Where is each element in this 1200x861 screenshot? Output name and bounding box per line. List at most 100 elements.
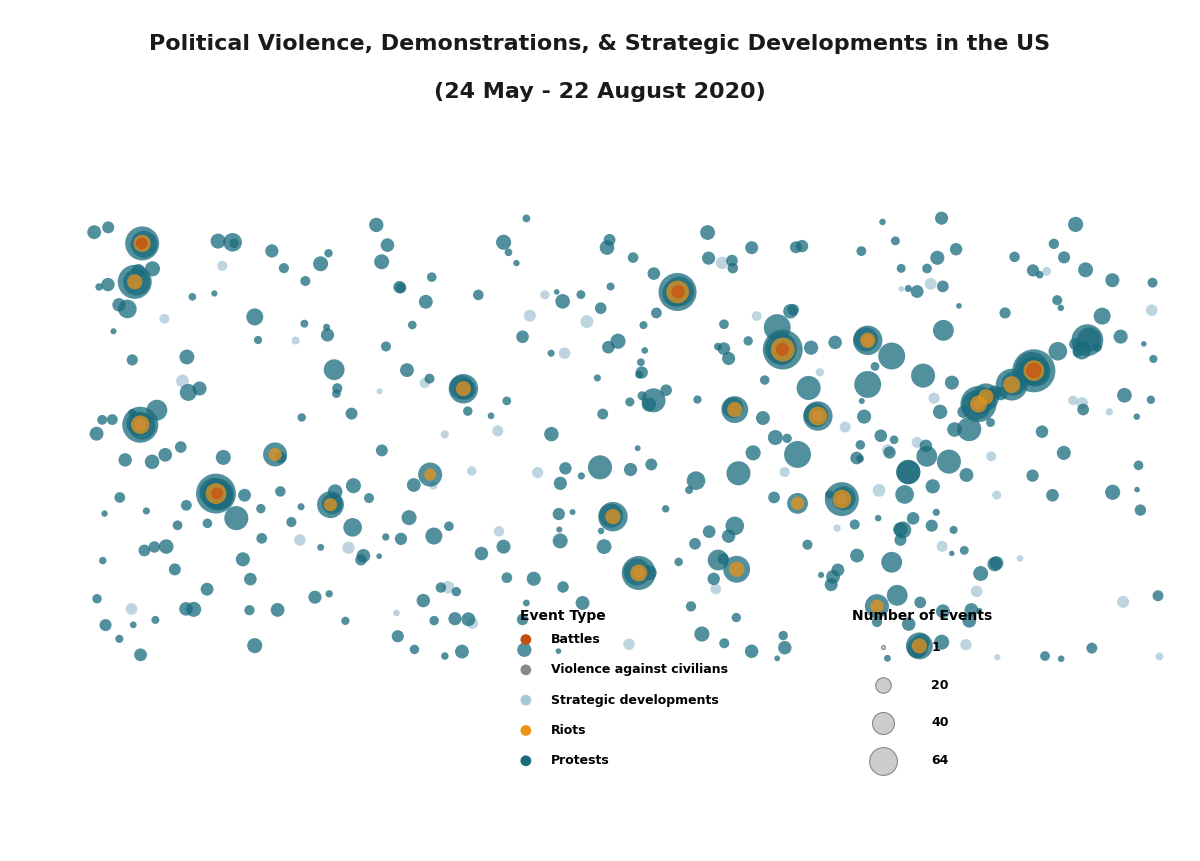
Point	[823, 570, 842, 584]
Point	[391, 281, 410, 294]
Point	[878, 443, 898, 457]
Point	[275, 261, 294, 275]
Point	[828, 521, 847, 535]
Point	[431, 580, 450, 594]
Text: Battles: Battles	[551, 633, 600, 646]
Point	[245, 310, 264, 324]
Point	[1051, 652, 1070, 666]
Point	[907, 436, 926, 449]
Point	[1073, 396, 1092, 410]
Point	[263, 244, 282, 257]
Point	[811, 568, 830, 582]
Point	[784, 303, 803, 317]
Point	[934, 324, 953, 338]
Point	[899, 465, 918, 479]
Point	[550, 507, 569, 521]
Text: Strategic developments: Strategic developments	[551, 694, 719, 707]
Point	[858, 378, 877, 392]
Point	[980, 416, 1000, 430]
Point	[420, 468, 439, 481]
Point	[178, 350, 197, 364]
Point	[436, 428, 455, 442]
Point	[472, 547, 491, 561]
Point	[1092, 309, 1111, 323]
Point	[481, 409, 500, 423]
Point	[778, 431, 797, 445]
Point	[240, 604, 259, 617]
Point	[985, 557, 1004, 571]
Point	[910, 639, 929, 653]
Point	[930, 405, 949, 418]
Point	[110, 491, 130, 505]
Point	[1022, 362, 1042, 376]
Text: 20: 20	[931, 678, 949, 691]
Point	[874, 754, 893, 768]
Point	[890, 533, 910, 547]
Point	[852, 245, 871, 258]
Point	[1024, 263, 1043, 277]
Point	[918, 262, 937, 276]
Point	[124, 618, 143, 632]
Point	[907, 285, 926, 299]
Point	[551, 476, 570, 490]
Point	[94, 554, 113, 567]
Point	[445, 612, 464, 626]
Point	[629, 566, 648, 579]
Point	[598, 241, 617, 255]
Point	[103, 412, 122, 426]
Point	[1148, 589, 1168, 603]
Point	[556, 461, 575, 475]
Point	[858, 333, 877, 347]
Point	[1032, 424, 1051, 438]
Point	[670, 284, 689, 298]
Point	[788, 497, 808, 511]
Point	[372, 255, 391, 269]
Point	[458, 612, 478, 626]
Point	[488, 424, 508, 437]
Point	[271, 450, 290, 464]
Point	[828, 563, 847, 577]
Point	[977, 390, 996, 404]
Point	[292, 411, 311, 424]
Point	[535, 288, 554, 302]
Point	[98, 220, 118, 234]
Point	[632, 389, 652, 403]
Point	[311, 257, 330, 270]
Point	[588, 371, 607, 385]
Point	[857, 332, 876, 346]
Point	[775, 641, 794, 654]
Point	[1025, 363, 1044, 377]
Point	[388, 629, 407, 643]
Point	[512, 330, 532, 344]
Point	[908, 645, 928, 659]
Point	[295, 274, 314, 288]
Point	[425, 614, 444, 628]
Point	[869, 511, 888, 525]
Point	[600, 233, 619, 247]
Point	[647, 306, 666, 319]
Point	[714, 552, 733, 566]
Point	[208, 486, 227, 500]
Point	[553, 580, 572, 594]
Point	[878, 652, 898, 666]
Point	[198, 517, 217, 530]
Point	[528, 466, 547, 480]
Point	[420, 372, 439, 386]
Point	[84, 226, 103, 239]
Point	[209, 234, 228, 248]
Point	[172, 440, 191, 454]
Point	[670, 555, 689, 569]
Point	[92, 413, 112, 427]
Point	[640, 566, 659, 579]
Point	[454, 381, 473, 395]
Point	[1128, 483, 1147, 497]
Point	[499, 245, 518, 259]
Point	[404, 478, 424, 492]
Point	[390, 280, 409, 294]
Point	[764, 491, 784, 505]
Point	[1130, 503, 1150, 517]
Point	[204, 486, 223, 499]
Point	[928, 251, 947, 264]
Point	[386, 606, 406, 620]
Point	[96, 618, 115, 632]
